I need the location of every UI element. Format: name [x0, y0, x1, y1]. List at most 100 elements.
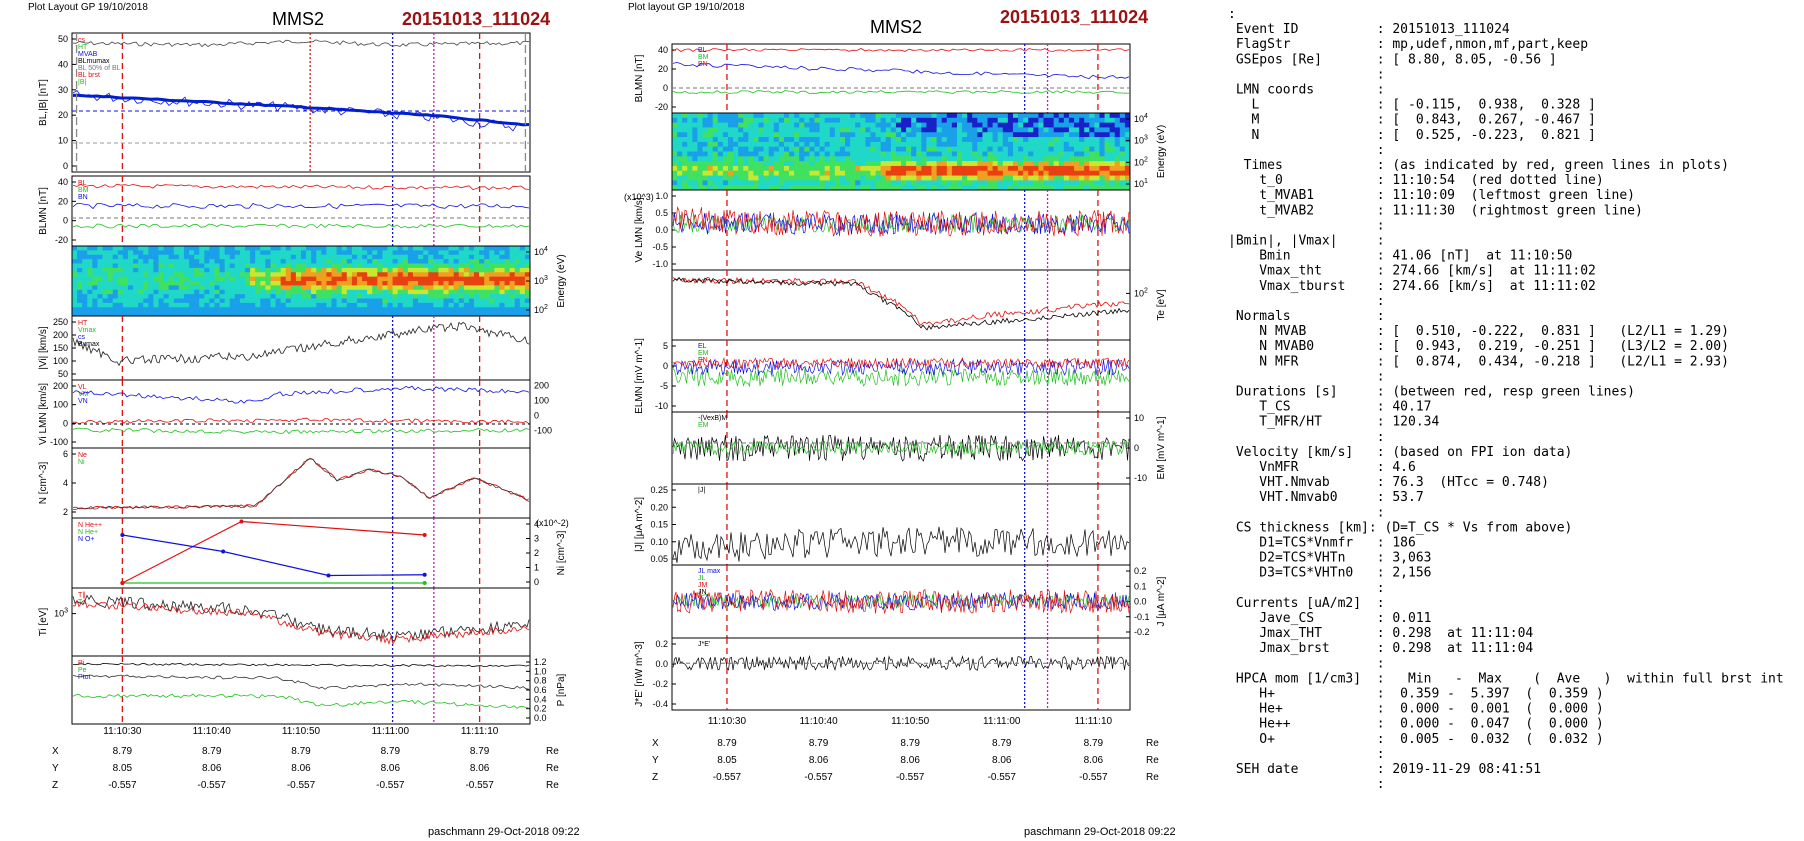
- spectrogram-cell: [926, 161, 932, 167]
- spectrogram-cell: [834, 175, 841, 181]
- spectrogram-cell: [397, 246, 404, 251]
- spectrogram-cell: [77, 298, 83, 304]
- spectrogram-cell: [987, 146, 993, 152]
- spectrogram-cell: [1007, 161, 1014, 167]
- spectrogram-cell: [962, 185, 968, 191]
- spectrogram-cell: [453, 298, 460, 304]
- spectrogram-cell: [712, 156, 719, 162]
- spectrogram-cell: [148, 281, 154, 286]
- spectrogram-cell: [367, 311, 373, 317]
- spectrogram-cell: [1058, 161, 1065, 167]
- spectrogram-cell: [234, 254, 241, 260]
- spectrogram-cell: [1119, 122, 1126, 128]
- spectrogram-cell: [926, 113, 932, 119]
- spectrogram-cell: [962, 165, 968, 172]
- spectrogram-cell: [423, 289, 429, 295]
- spectrogram-cell: [712, 137, 719, 143]
- spectrogram-cell: [901, 113, 907, 119]
- spectrogram-cell: [219, 263, 226, 269]
- spectrogram-cell: [1048, 170, 1055, 176]
- spectrogram-cell: [733, 151, 739, 157]
- spectrogram-cell: [275, 302, 282, 308]
- spectrogram-cell: [489, 263, 495, 269]
- spectrogram-cell: [1012, 122, 1019, 128]
- spectrogram-cell: [860, 185, 866, 191]
- spectrogram-cell: [97, 298, 103, 304]
- spectrogram-cell: [392, 289, 399, 295]
- spectrogram-cell: [77, 289, 83, 295]
- spectrogram-cell: [1023, 137, 1029, 143]
- tick-label: 103: [54, 608, 68, 619]
- spectrogram-cell: [748, 165, 754, 172]
- spectrogram-cell: [479, 289, 485, 295]
- spectrogram-cell: [377, 298, 383, 304]
- spectrogram-cell: [972, 117, 978, 124]
- tick-label: 0: [63, 418, 68, 428]
- spectrogram-cell: [148, 246, 154, 251]
- spectrogram-cell: [204, 267, 210, 273]
- spectrogram-cell: [783, 122, 790, 128]
- spectrogram-cell: [1068, 146, 1075, 152]
- spectrogram-cell: [245, 254, 251, 260]
- spectrogram-cell: [260, 281, 266, 286]
- spectrogram-cell: [468, 259, 475, 264]
- spectrogram-cell: [819, 117, 826, 124]
- spectrogram-cell: [1099, 127, 1105, 133]
- spectrogram-cell: [234, 311, 241, 317]
- spectrogram-cell: [428, 294, 434, 299]
- spectrogram-cell: [489, 289, 495, 295]
- spectrogram-cell: [682, 122, 688, 128]
- spectrogram-cell: [829, 185, 836, 191]
- spectrogram-cell: [682, 165, 688, 172]
- spectrogram-cell: [845, 156, 851, 162]
- spectrogram-cell: [717, 156, 724, 162]
- spectrogram-cell: [107, 246, 114, 251]
- series-Jmag: [672, 526, 1130, 563]
- spectrogram-cell: [1018, 141, 1024, 148]
- spectrogram-cell: [474, 285, 480, 291]
- spectrogram-cell: [951, 132, 958, 138]
- spectrogram-cell: [839, 175, 846, 181]
- tick-label: 0.2: [655, 639, 668, 649]
- spectrogram-cell: [468, 298, 475, 304]
- spectrogram-cell: [865, 122, 871, 128]
- spectrogram-cell: [717, 165, 724, 172]
- spectrogram-cell: [402, 281, 409, 286]
- spectrogram-cell: [112, 289, 119, 295]
- spectrogram-cell: [72, 267, 78, 273]
- spectrogram-cell: [158, 285, 164, 291]
- y-axis-label: BL,|B| [nT]: [38, 79, 49, 126]
- spectrogram-cell: [433, 246, 439, 251]
- series-BM: [672, 61, 1130, 80]
- spectrogram-cell: [895, 117, 902, 124]
- series-VeL: [672, 206, 1130, 237]
- spectrogram-cell: [972, 185, 978, 191]
- spectrogram-cell: [239, 281, 246, 286]
- spectrogram-cell: [972, 156, 978, 162]
- spectrogram-cell: [799, 175, 805, 181]
- spectrogram-cell: [92, 250, 98, 256]
- spectrogram-cell: [479, 307, 485, 313]
- spectrogram-cell: [463, 307, 470, 313]
- spectrogram-cell: [418, 298, 424, 304]
- spectrogram-cell: [870, 137, 876, 143]
- spectrogram-cell: [372, 307, 378, 313]
- info-line: VnMFR : 4.6: [1228, 460, 1416, 475]
- spectrogram-cell: [239, 311, 246, 317]
- spectrogram-cell: [295, 311, 302, 317]
- spectrogram-cell: [468, 294, 475, 299]
- spectrogram-cell: [514, 272, 521, 278]
- spectrogram-cell: [112, 259, 119, 264]
- spectrogram-cell: [295, 250, 302, 256]
- spectrogram-cell: [962, 180, 968, 186]
- spectrogram-cell: [860, 161, 866, 167]
- spectrogram-cell: [1094, 132, 1100, 138]
- spectrogram-cell: [377, 254, 383, 260]
- spectrogram-cell: [778, 113, 785, 119]
- spectrogram-cell: [804, 170, 810, 176]
- spectrogram-cell: [992, 132, 999, 138]
- spectrogram-cell: [346, 250, 353, 256]
- spectrogram-cell: [763, 165, 770, 172]
